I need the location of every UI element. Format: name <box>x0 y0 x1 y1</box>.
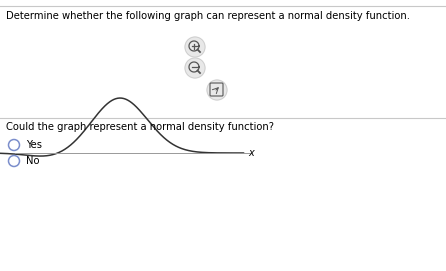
Text: Yes: Yes <box>26 140 42 150</box>
Text: No: No <box>26 156 40 166</box>
Text: Could the graph represent a normal density function?: Could the graph represent a normal densi… <box>6 122 274 132</box>
Circle shape <box>207 80 227 100</box>
Circle shape <box>185 37 205 57</box>
Text: x: x <box>248 148 254 158</box>
Circle shape <box>185 58 205 78</box>
Text: Determine whether the following graph can represent a normal density function.: Determine whether the following graph ca… <box>6 11 410 21</box>
